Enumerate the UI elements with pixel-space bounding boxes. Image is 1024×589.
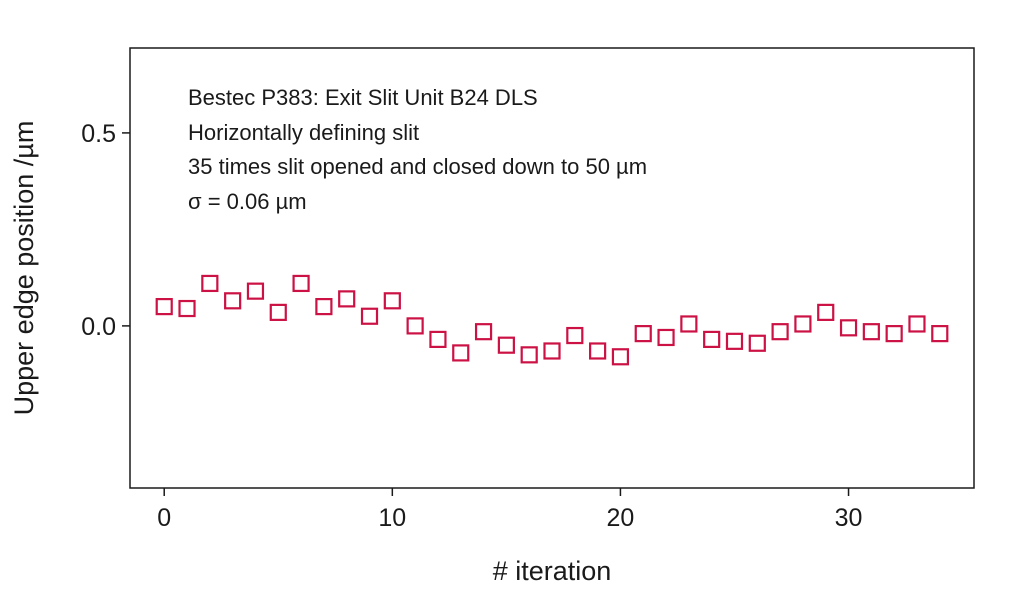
data-point	[178, 299, 196, 318]
data-point	[224, 292, 242, 310]
data-point	[908, 315, 926, 333]
data-point	[155, 297, 173, 316]
x-tick-label: 30	[835, 504, 863, 532]
data-point	[360, 307, 379, 325]
data-point	[406, 317, 424, 335]
data-point	[497, 336, 515, 354]
annotation-block: Bestec P383: Exit Slit Unit B24 DLS Hori…	[188, 85, 647, 214]
data-point	[201, 274, 219, 293]
data-point	[429, 330, 447, 349]
data-point	[634, 325, 652, 343]
data-point	[794, 315, 812, 333]
data-point	[246, 282, 265, 300]
data-point	[725, 332, 744, 350]
x-axis-title: # iteration	[493, 556, 612, 586]
annotation-line-3: 35 times slit opened and closed down to …	[188, 154, 647, 179]
data-point	[589, 342, 607, 360]
data-point	[885, 325, 903, 343]
data-point	[292, 274, 310, 293]
y-tick-label: 0.0	[81, 313, 116, 341]
data-point	[839, 319, 858, 337]
data-point	[611, 348, 630, 366]
data-point	[543, 342, 561, 360]
data-point	[383, 292, 401, 310]
data-point	[520, 346, 538, 364]
annotation-line-4: σ = 0.06 µm	[188, 189, 307, 214]
data-point	[817, 303, 835, 321]
data-point	[338, 290, 356, 308]
data-point	[657, 328, 675, 347]
data-point	[680, 315, 698, 333]
data-point	[474, 323, 493, 341]
y-tick-label: 0.5	[81, 120, 116, 148]
annotation-line-1: Bestec P383: Exit Slit Unit B24 DLS	[188, 85, 538, 110]
x-tick-label: 20	[607, 504, 635, 532]
data-point	[931, 325, 949, 343]
data-point	[269, 303, 287, 321]
data-point	[452, 344, 470, 362]
x-axis: 0 10 20 30	[157, 488, 862, 532]
data-point	[315, 297, 333, 316]
y-axis-title: Upper edge position /µm	[9, 121, 39, 416]
x-tick-label: 0	[157, 504, 171, 532]
data-points	[155, 274, 949, 366]
y-axis: 0.0 0.5	[81, 120, 130, 341]
annotation-line-2: Horizontally defining slit	[188, 120, 419, 145]
data-point	[748, 334, 766, 352]
data-point	[703, 330, 721, 349]
plot-frame	[129, 47, 975, 489]
data-point	[566, 326, 584, 345]
x-tick-label: 10	[378, 504, 406, 532]
data-point	[771, 323, 789, 341]
data-point	[862, 323, 880, 341]
